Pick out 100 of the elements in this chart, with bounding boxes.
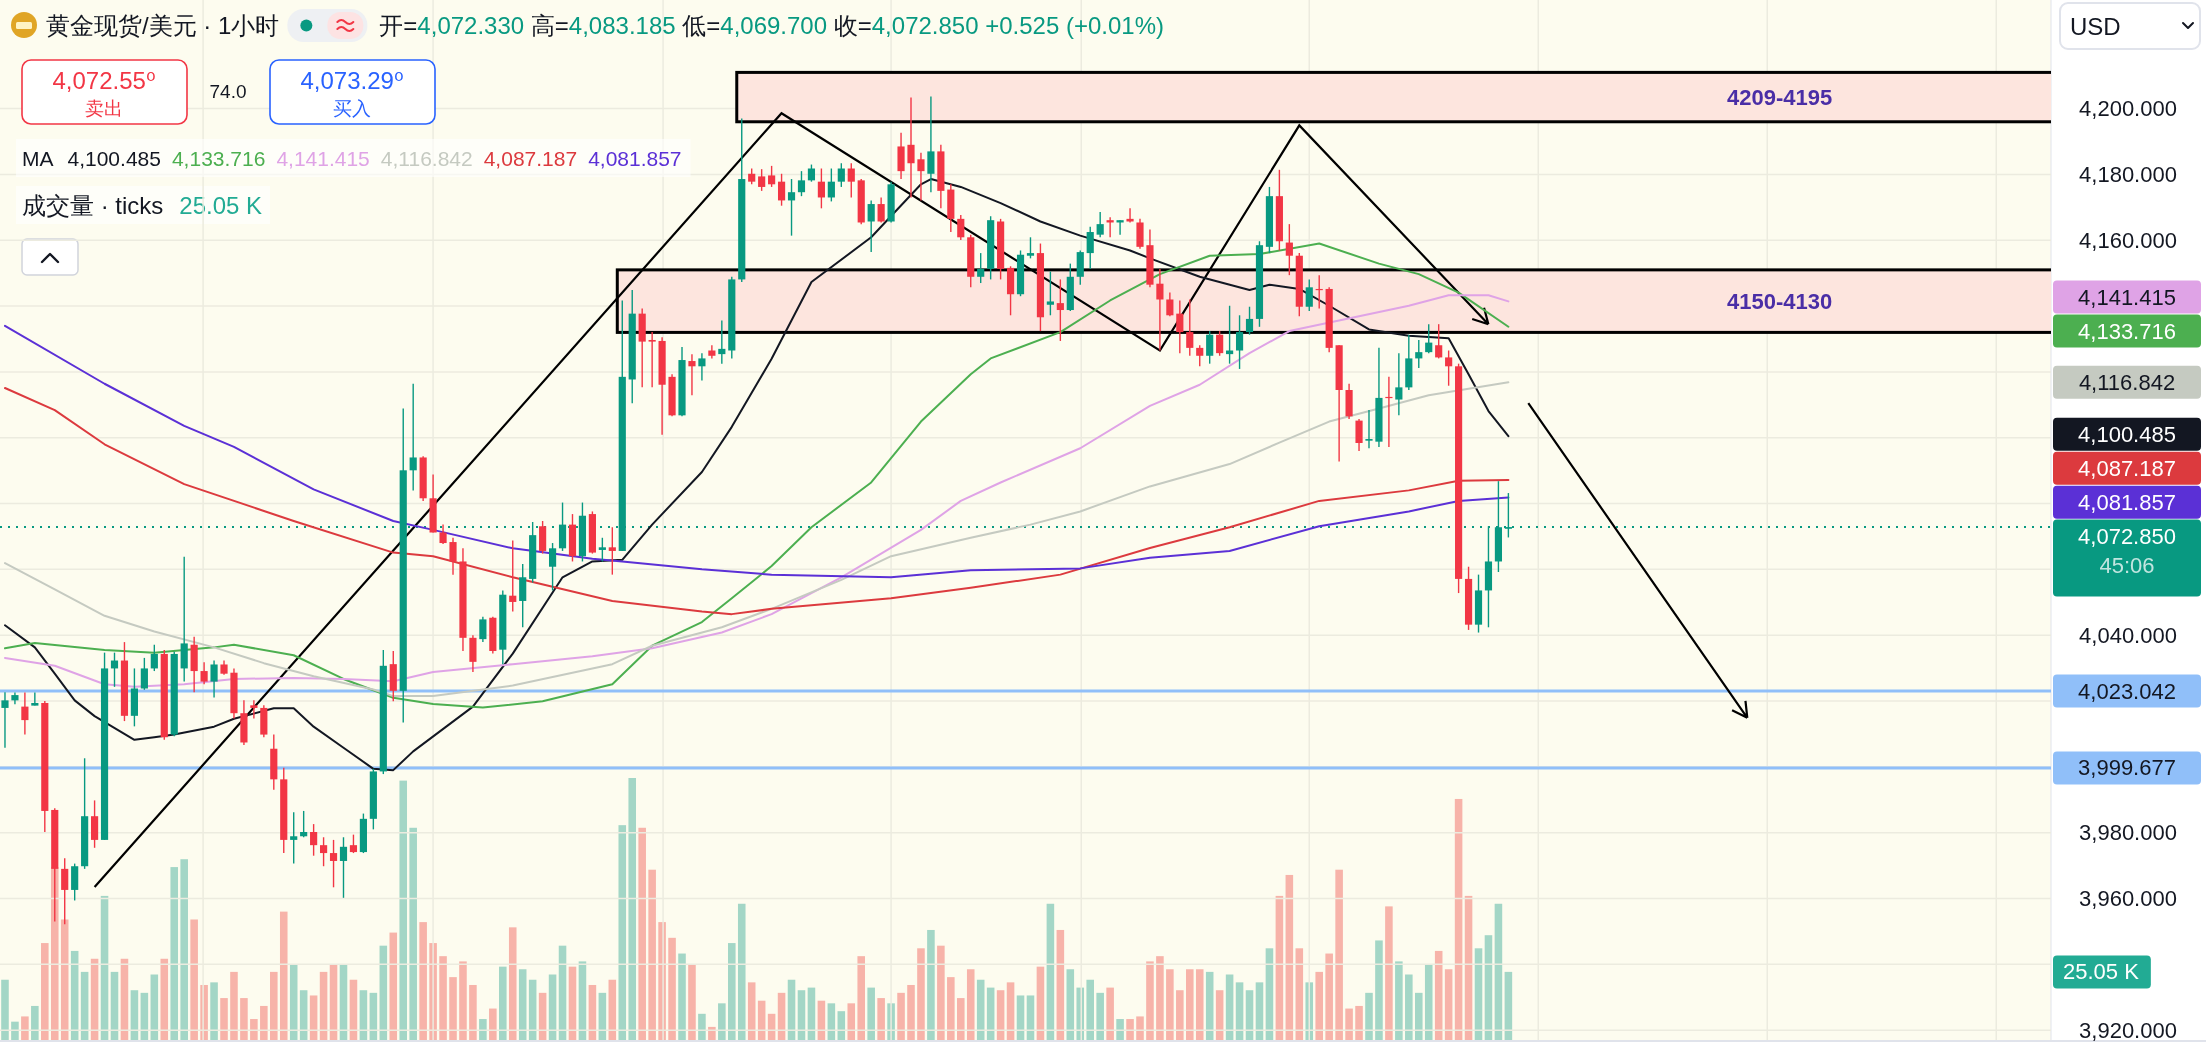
ref-line-label: 3,999.677: [2078, 755, 2176, 781]
bar: [1116, 1019, 1124, 1040]
band-label: 4209-4195: [1727, 84, 1833, 110]
bar: [1136, 1016, 1144, 1040]
bar: [1176, 990, 1184, 1040]
candlestick: [548, 542, 557, 592]
line-series: [3, 294, 1510, 688]
bar: [449, 977, 457, 1040]
candlestick: [71, 862, 79, 902]
bar: [1454, 798, 1463, 1040]
bar: [1375, 940, 1383, 1040]
bar: [1056, 929, 1065, 1040]
bar: [1166, 969, 1174, 1040]
annotation: 74.0: [209, 80, 247, 102]
annotation: 4,072.55⁰: [52, 66, 156, 94]
line-series: [3, 381, 1510, 698]
bar: [698, 1013, 706, 1040]
candlestick: [329, 839, 338, 888]
y-tick-label: 4,200.000: [2079, 96, 2177, 122]
bar: [1006, 982, 1015, 1040]
text: 4,141.415: [2078, 284, 2176, 310]
candlestick: [907, 96, 915, 199]
bar: [668, 937, 676, 1040]
bar: [220, 998, 228, 1040]
y-tick-label: 3,960.000: [2079, 885, 2177, 911]
chart-subtitle: 25.05 K: [179, 191, 263, 219]
candlestick: [977, 252, 985, 284]
bar: [210, 982, 218, 1040]
bar: [957, 998, 965, 1040]
text: 4,141.415: [276, 146, 370, 170]
candlestick: [1425, 323, 1433, 354]
bar: [260, 1005, 268, 1040]
line-series: [3, 242, 1510, 709]
bar: [170, 867, 179, 1040]
bar: [250, 1019, 258, 1040]
candlestick: [1166, 291, 1174, 317]
ref-line-label: 4,072.850 45:06: [2078, 523, 2176, 578]
bar: [907, 984, 915, 1040]
bar: [1395, 961, 1403, 1040]
bar: [937, 945, 945, 1040]
candlestick: [957, 214, 965, 241]
bar: [41, 943, 49, 1040]
bar: [1365, 992, 1373, 1040]
legend-title: MA: [22, 146, 54, 170]
bar: [917, 948, 925, 1040]
candlestick: [1365, 409, 1373, 449]
text: 4,116.842: [380, 146, 473, 170]
bar: [160, 958, 169, 1040]
candlestick: [847, 162, 855, 199]
candlestick: [250, 699, 258, 720]
bar: [1255, 982, 1264, 1040]
bar: [1146, 961, 1154, 1040]
candlestick: [608, 526, 616, 576]
candlestick: [797, 170, 806, 197]
candlestick: [698, 352, 706, 382]
bar: [270, 971, 278, 1040]
bar: [728, 943, 736, 1040]
candlestick: [509, 539, 517, 613]
text: 4,133.716: [2078, 318, 2176, 344]
candlestick: [1206, 330, 1214, 365]
bar: [1424, 964, 1433, 1040]
candlestick: [1, 691, 9, 749]
bar: [1504, 971, 1513, 1040]
candlestick: [877, 196, 885, 224]
bar: [1444, 969, 1453, 1040]
annotation: 卖出: [85, 97, 123, 119]
candlestick: [1176, 299, 1184, 354]
bar: [638, 827, 646, 1040]
candlestick: [140, 657, 148, 691]
bar: [877, 998, 885, 1040]
candlestick: [768, 165, 776, 188]
candlestick: [718, 319, 726, 365]
candlestick: [519, 563, 527, 628]
candlestick: [927, 95, 935, 193]
bar: [1325, 953, 1333, 1040]
bar: [21, 1016, 29, 1040]
candlestick: [1096, 211, 1104, 238]
candlestick: [1355, 418, 1363, 452]
bar: [508, 927, 517, 1040]
candlestick: [150, 644, 158, 672]
text: 4,116.842: [2078, 369, 2176, 395]
candlestick: [777, 173, 786, 207]
candlestick: [1245, 306, 1254, 336]
y-tick-label: 3,920.000: [2079, 1017, 2177, 1043]
bar: [1474, 948, 1483, 1040]
bar: [499, 966, 507, 1040]
bar: [1484, 935, 1493, 1040]
candlestick: [558, 501, 567, 552]
text: 4,081.857: [588, 146, 682, 170]
candlestick: [300, 810, 308, 838]
bar: [648, 869, 656, 1040]
candlestick: [91, 799, 99, 849]
bar: [279, 911, 288, 1040]
candlestick: [1235, 314, 1244, 370]
text: 开=4,072.330 高=4,083.185 低=4,069.700 收=4,072.850 +0.525 (+0.01%): [379, 11, 1165, 39]
bar: [1295, 948, 1304, 1040]
candlestick: [787, 178, 796, 237]
candlestick: [439, 523, 447, 545]
text: 4,087.187: [2078, 455, 2176, 481]
bar: [737, 903, 746, 1040]
